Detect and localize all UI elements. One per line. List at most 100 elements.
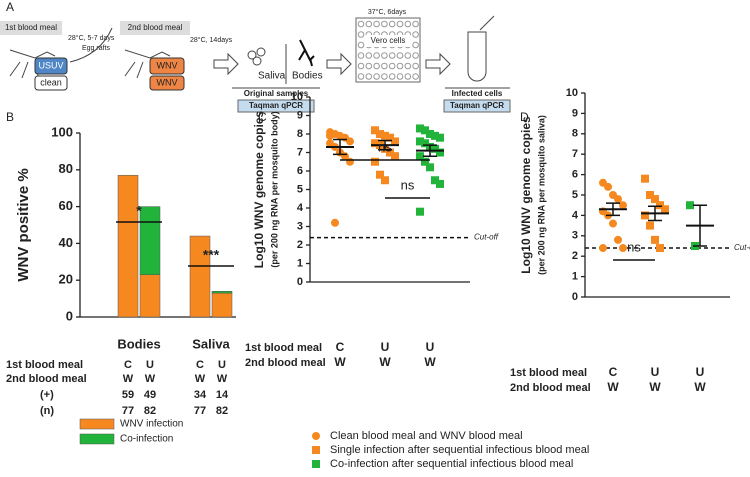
workflow-text: Vero cells	[371, 36, 406, 45]
data-point	[391, 152, 399, 161]
workflow-text: WNV	[157, 77, 178, 87]
y-tick-label: 6	[297, 165, 303, 177]
well	[373, 73, 380, 80]
well	[365, 62, 373, 70]
data-point	[641, 211, 649, 220]
data-point	[376, 130, 384, 138]
data-point	[646, 191, 654, 199]
well	[404, 20, 412, 28]
error-bar	[423, 144, 437, 157]
data-point	[386, 133, 394, 142]
data-point	[326, 131, 334, 140]
table-cell: 82	[144, 405, 156, 417]
data-point	[416, 207, 424, 216]
icon	[252, 56, 262, 66]
group-label: Bodies	[117, 336, 160, 351]
data-point	[431, 131, 439, 140]
legend-label: Co-infection after sequential infectious…	[330, 458, 573, 470]
table-cell: W	[123, 373, 134, 385]
workflow-text: Egg rafts	[82, 45, 111, 52]
data-point	[381, 131, 389, 140]
data-point	[656, 201, 664, 210]
y-tick-label: 7	[572, 148, 578, 160]
workflow-text: Taqman qPCR	[450, 101, 504, 110]
table-cell: U	[696, 365, 705, 379]
data-point	[346, 137, 354, 146]
error-bar	[378, 139, 392, 151]
data-point	[604, 182, 612, 191]
well	[412, 62, 419, 70]
well	[388, 20, 396, 28]
table-cell: U	[426, 340, 435, 354]
bar-segment	[211, 292, 233, 318]
plate	[355, 17, 421, 83]
table-cell: W	[424, 355, 436, 369]
legend-marker	[312, 432, 320, 440]
arrow	[213, 52, 239, 76]
y-tick-label: 5	[572, 189, 578, 201]
row-label: 1st blood meal	[6, 359, 83, 371]
table-cell: 34	[194, 389, 207, 401]
data-point	[381, 176, 389, 185]
y-axis-label: Log10 WNV genome copies	[252, 110, 266, 268]
y-tick-label: 10	[291, 91, 303, 103]
bar-segment	[139, 206, 161, 275]
y-tick-label: 40	[59, 235, 73, 250]
workflow-text: 1st blood meal	[5, 23, 57, 32]
significance-label: ns	[401, 177, 415, 192]
table-cell: 14	[216, 389, 229, 401]
workflow-text: Taqman qPCR	[249, 101, 303, 110]
y-tick-label: 20	[59, 272, 73, 287]
significance-label: ns	[378, 139, 392, 154]
y-tick-label: 0	[66, 308, 73, 323]
well	[396, 62, 404, 70]
bar-segment	[211, 290, 233, 294]
data-point	[431, 144, 439, 153]
table-cell: W	[379, 355, 391, 369]
row-label: (+)	[40, 389, 54, 401]
y-tick-label: 1	[297, 257, 303, 269]
error-bar	[606, 202, 620, 217]
well	[365, 73, 373, 80]
workflow-text: WNV	[157, 60, 178, 70]
well	[404, 73, 412, 80]
well	[357, 41, 365, 49]
y-axis-label: (per 200 ng RNA per mosquito body)	[269, 111, 279, 267]
y-tick-label: 8	[572, 128, 578, 140]
data-point	[391, 137, 399, 146]
table-cell: 77	[194, 405, 206, 417]
workflow-text: Infected cells	[452, 89, 503, 98]
y-tick-label: 7	[297, 146, 303, 158]
row-label: 2nd blood meal	[510, 382, 591, 394]
well	[357, 31, 365, 38]
table-cell: W	[217, 373, 228, 385]
data-point	[371, 157, 379, 166]
table-cell: C	[609, 365, 618, 379]
group-label: Saliva	[192, 336, 230, 351]
data-point	[416, 124, 424, 133]
table-cell: U	[651, 365, 660, 379]
well	[412, 20, 419, 28]
significance-label: ***	[203, 247, 220, 263]
table-cell: W	[694, 380, 706, 394]
error-bar	[693, 204, 707, 247]
legend-swatch	[79, 433, 115, 445]
y-tick-label: 8	[297, 128, 303, 140]
well	[412, 52, 419, 59]
data-point	[371, 126, 379, 135]
panel-label: B	[6, 110, 14, 124]
label-box	[237, 99, 315, 113]
workflow: 1st blood meal USUV clean 28°C, 5-7 days…	[0, 8, 511, 113]
mosquito	[9, 49, 56, 79]
table-cell: W	[607, 380, 619, 394]
table-cell: C	[124, 359, 132, 371]
legend-marker	[312, 446, 320, 454]
cup	[34, 57, 68, 75]
y-tick-label: 4	[297, 202, 304, 214]
data-point	[661, 205, 669, 214]
table-cell: W	[195, 373, 206, 385]
well	[373, 52, 380, 59]
well	[412, 41, 419, 49]
workflow-text: 37°C, 6days	[368, 8, 407, 16]
